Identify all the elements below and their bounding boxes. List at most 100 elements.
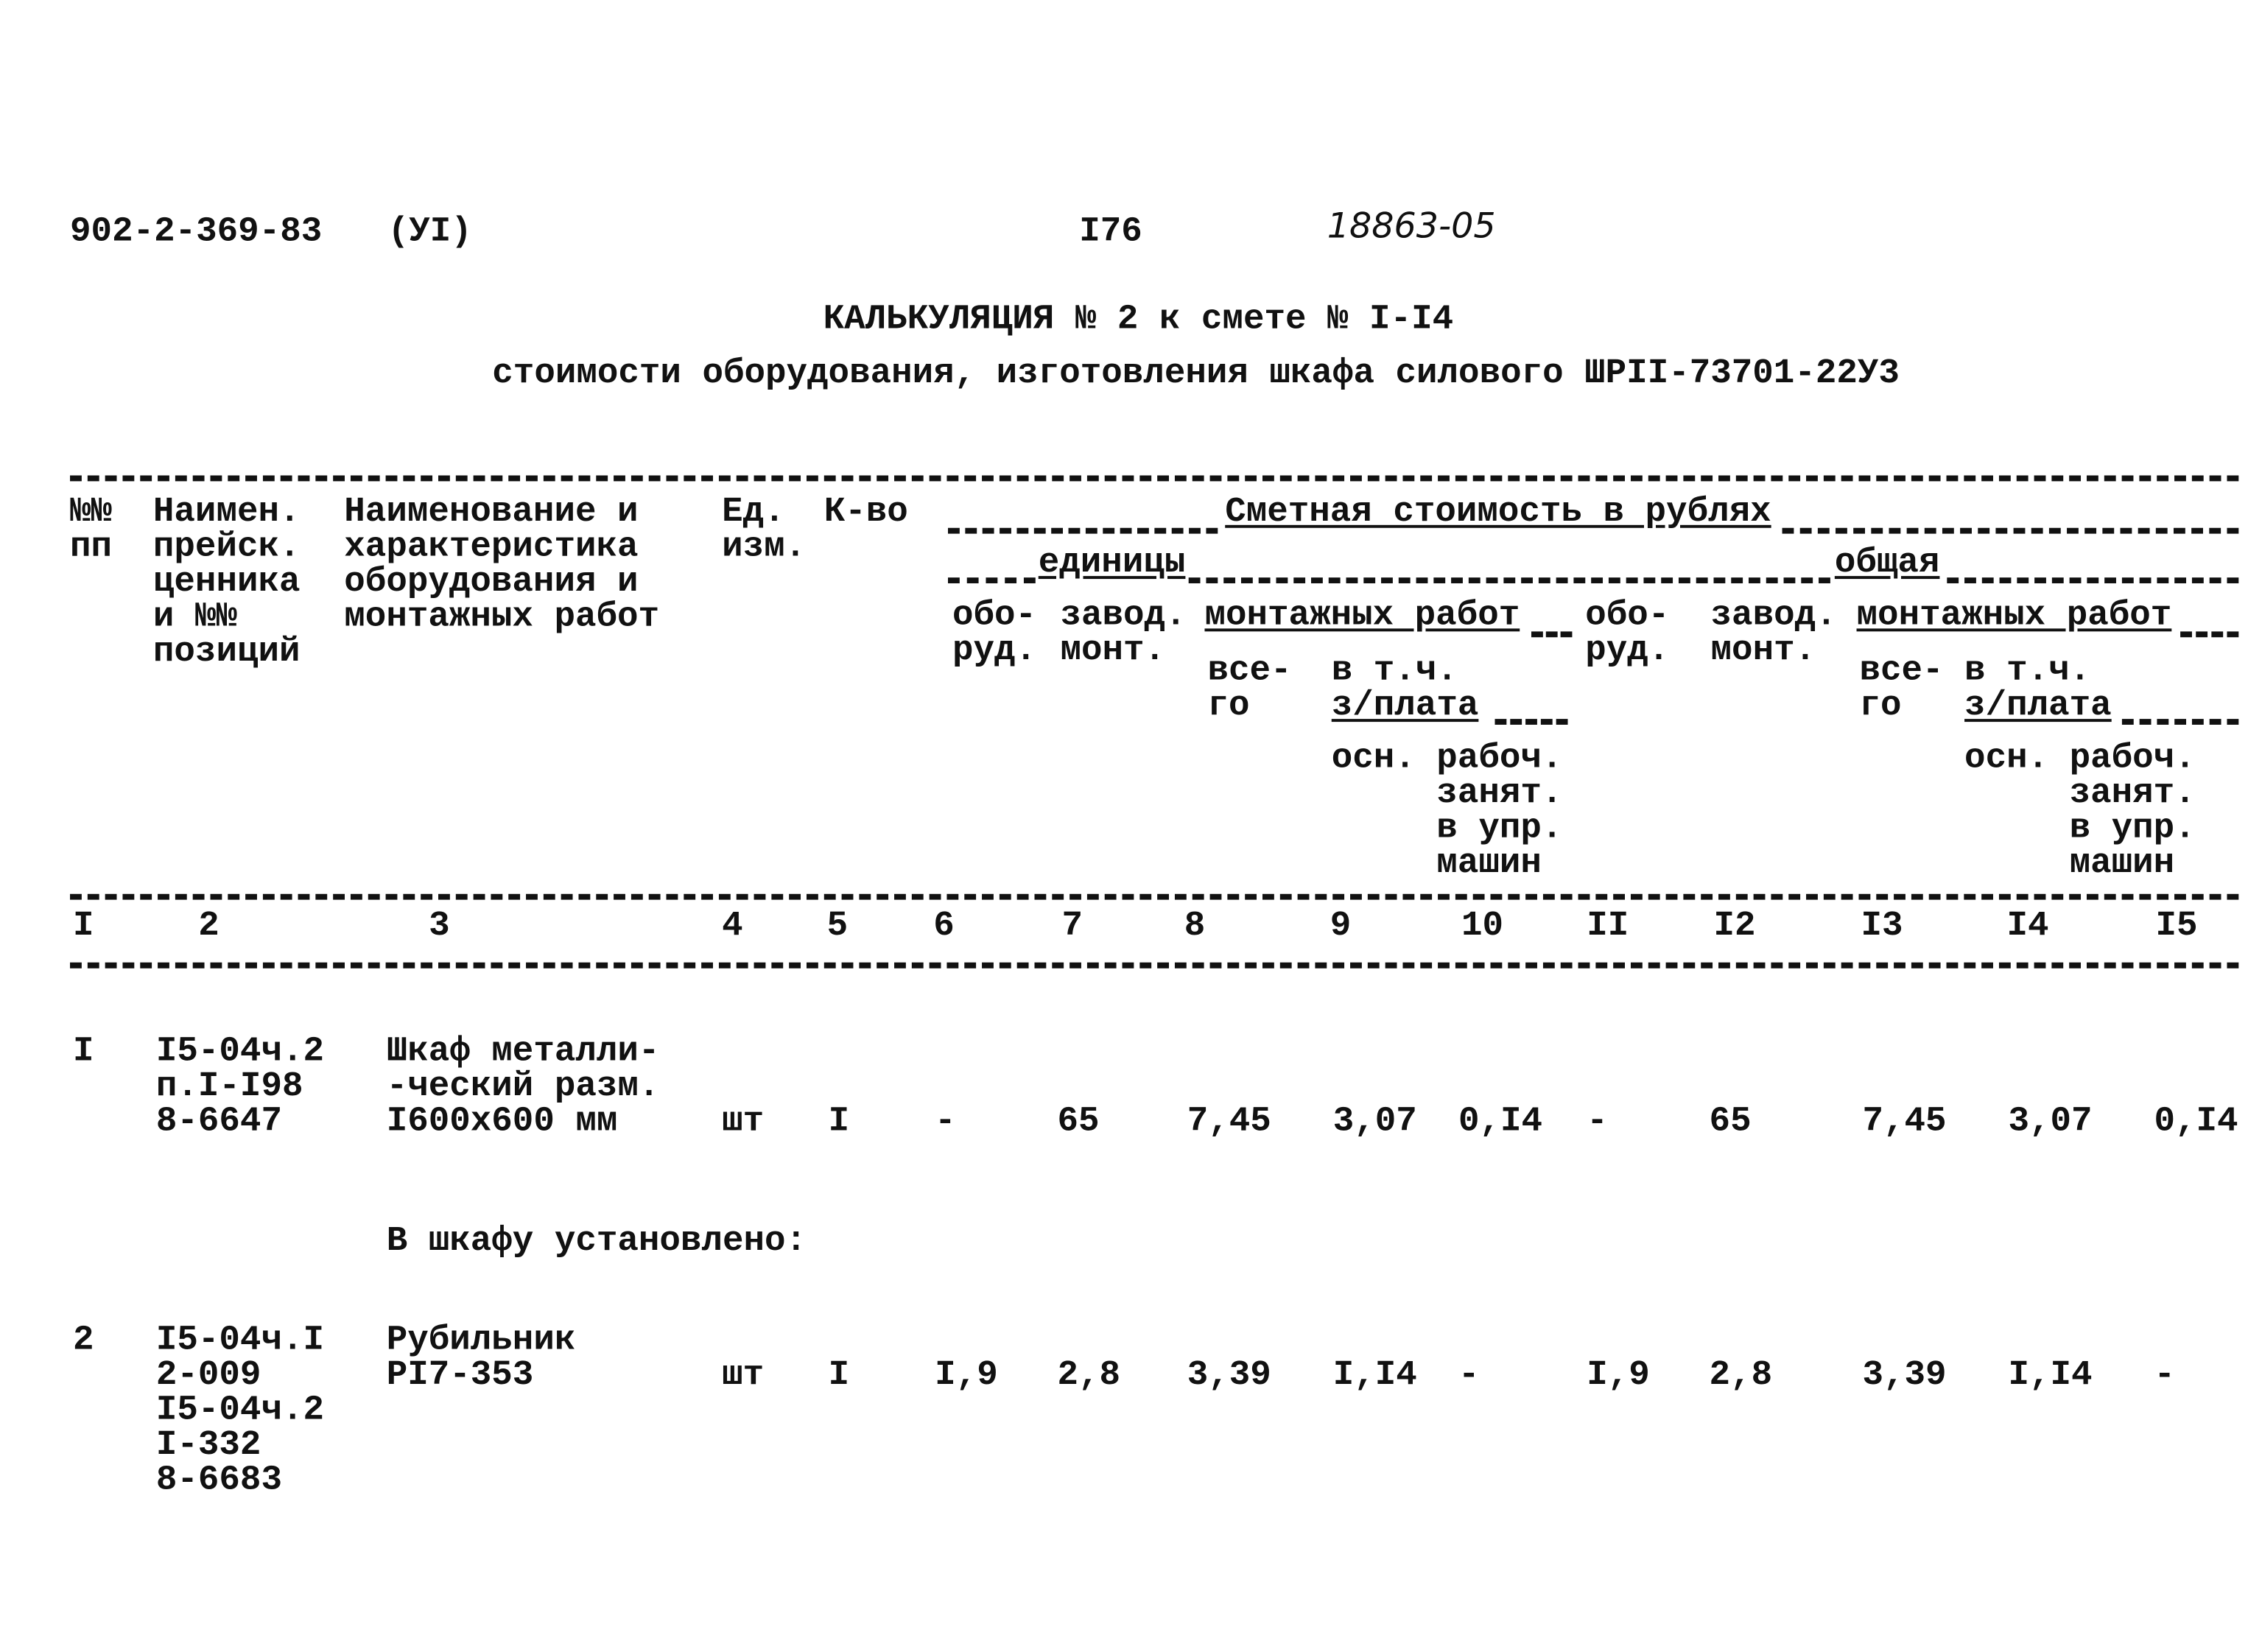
column-number: I — [73, 907, 94, 947]
rule-numbers-bottom — [70, 962, 2239, 969]
row-name: I600х600 мм — [386, 1102, 618, 1142]
row-value: 2,8 — [1057, 1356, 1121, 1396]
hdr-unit: изм. — [722, 527, 807, 568]
hdr-equipment: обо- — [1585, 596, 1670, 636]
rule — [1531, 631, 1573, 638]
row-price-ref: 8-6683 — [155, 1461, 282, 1501]
row-name: Рубильник — [386, 1321, 576, 1361]
hdr-unit: Ед. — [722, 493, 785, 532]
hdr-equipment: обо- — [952, 596, 1037, 636]
hdr-factory: монт. — [1060, 631, 1166, 671]
page-title: КАЛЬКУЛЯЦИЯ № 2 к смете № I-I4 — [823, 300, 1454, 340]
hdr-factory: завод. — [1710, 596, 1837, 636]
page-subtitle: стоимости оборудования, изготовления шка… — [492, 354, 1900, 394]
column-number: 9 — [1330, 907, 1352, 947]
hdr-machine: занят. — [2069, 774, 2196, 814]
row-value: шт — [722, 1102, 765, 1142]
column-number: II — [1587, 907, 1629, 947]
row-value: - — [1587, 1102, 1608, 1142]
hdr-machine: занят. — [1436, 774, 1563, 814]
hdr-machine: рабоч. — [2069, 739, 2196, 779]
column-number: 8 — [1184, 907, 1206, 947]
row-value: - — [1458, 1356, 1480, 1396]
hdr-price-ref: прейск. — [152, 527, 301, 568]
row-value: 7,45 — [1187, 1102, 1271, 1142]
hdr-equipment: руд. — [952, 631, 1037, 671]
row-price-ref: п.I-I98 — [155, 1067, 303, 1107]
hdr-factory: завод. — [1060, 596, 1187, 636]
row-value: 3,07 — [2008, 1102, 2093, 1142]
row-price-ref: I-332 — [155, 1426, 261, 1466]
hdr-name: характеристика — [344, 527, 639, 568]
hdr-incl: в т.ч. — [1964, 652, 2091, 692]
row-value: 65 — [1709, 1102, 1752, 1142]
hdr-incl: в т.ч. — [1331, 652, 1458, 692]
hdr-factory: монт. — [1710, 631, 1816, 671]
column-number: I4 — [2006, 907, 2049, 947]
column-number: I5 — [2155, 907, 2198, 947]
hdr-machine: машин — [1436, 844, 1542, 884]
row-value: I,9 — [935, 1356, 998, 1396]
hdr-name: монтажных работ — [344, 597, 660, 638]
hdr-num: №№ — [70, 493, 113, 532]
row-value: - — [2154, 1356, 2175, 1396]
column-number: 7 — [1061, 907, 1083, 947]
row-value: шт — [722, 1356, 765, 1396]
hdr-install: монтажных работ — [1204, 596, 1520, 636]
hdr-equipment: руд. — [1585, 631, 1670, 671]
column-number: I2 — [1713, 907, 1756, 947]
row-name: Шкаф металли- — [386, 1032, 660, 1072]
column-number: 6 — [933, 907, 955, 947]
doc-code: 902-2-369-83 — [70, 213, 323, 253]
row-name: РI7-353 — [386, 1356, 534, 1396]
hdr-price-ref: ценника — [152, 563, 301, 602]
row-value: 3,07 — [1332, 1102, 1417, 1142]
column-number: 4 — [722, 907, 743, 947]
column-number: 3 — [429, 907, 450, 947]
hdr-cost-group: Сметная стоимость в рублях — [1225, 493, 1771, 532]
hdr-name: оборудования и — [344, 563, 639, 602]
row-price-ref: I5-04ч.I — [155, 1321, 324, 1361]
hdr-price-ref: Наимен. — [152, 493, 301, 532]
hdr-unit-group: единицы — [1038, 544, 1186, 583]
hdr-basic: осн. — [1964, 739, 2049, 779]
hdr-total: все- — [1859, 652, 1944, 692]
row-value: 2,8 — [1709, 1356, 1773, 1396]
row-value: I — [828, 1102, 850, 1142]
handwritten-number: 18863-05 — [1327, 205, 1496, 247]
row-value: 7,45 — [1862, 1102, 1947, 1142]
row-number: I — [73, 1032, 94, 1072]
page-number: I76 — [1079, 213, 1142, 253]
row-price-ref: I5-04ч.2 — [155, 1032, 324, 1072]
row-name: -ческий разм. — [386, 1067, 660, 1107]
row-number: 2 — [73, 1321, 94, 1361]
row-value: - — [935, 1102, 956, 1142]
row-value: 0,I4 — [1458, 1102, 1543, 1142]
doc-part: (УI) — [387, 213, 472, 253]
rule — [948, 577, 1036, 583]
hdr-machine: в упр. — [1436, 809, 1563, 849]
column-number: 10 — [1461, 907, 1504, 947]
hdr-wages: з/плата — [1964, 686, 2112, 727]
hdr-wages: з/плата — [1331, 686, 1479, 727]
hdr-total-group: общая — [1834, 544, 1940, 583]
hdr-total: го — [1859, 686, 1902, 727]
row-value: I,9 — [1587, 1356, 1650, 1396]
hdr-qty: К-во — [823, 493, 908, 532]
rule-top — [70, 475, 2239, 482]
hdr-install: монтажных работ — [1856, 596, 2172, 636]
column-number: 5 — [826, 907, 849, 947]
hdr-machine: в упр. — [2069, 809, 2196, 849]
row-value: 65 — [1057, 1102, 1100, 1142]
section-note: В шкафу установлено: — [386, 1222, 807, 1262]
rule — [1947, 577, 2239, 583]
rule — [1782, 527, 2239, 534]
row-value: 3,39 — [1187, 1356, 1271, 1396]
hdr-machine: машин — [2069, 844, 2175, 884]
column-number: 2 — [198, 907, 219, 947]
row-price-ref: I5-04ч.2 — [155, 1391, 324, 1431]
row-value: I,I4 — [2008, 1356, 2093, 1396]
rule — [1188, 577, 1830, 583]
rule-header-bottom — [70, 893, 2239, 900]
